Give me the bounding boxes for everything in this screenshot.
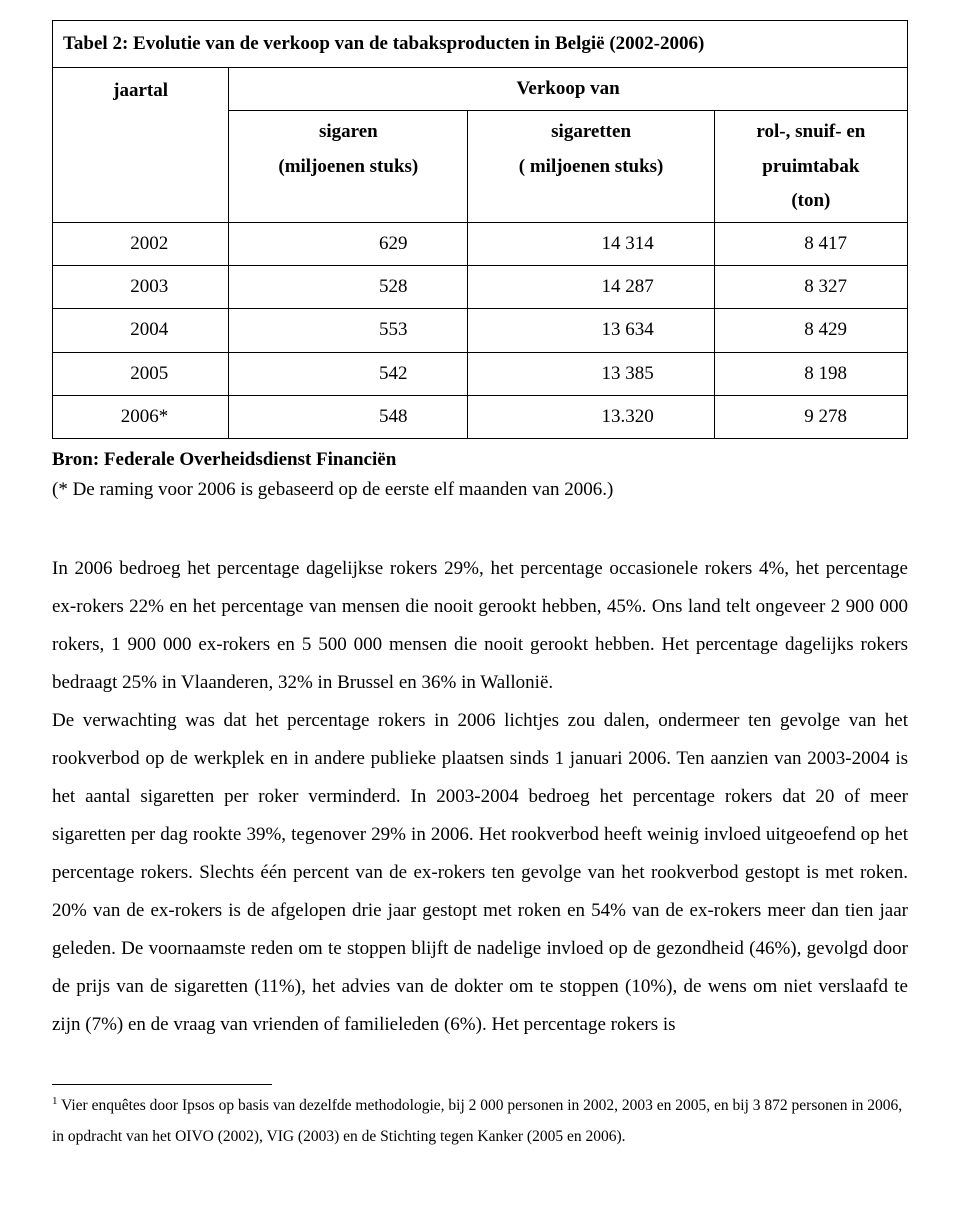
footnote-text: Vier enquêtes door Ipsos op basis van de… (52, 1097, 902, 1144)
data-table: Tabel 2: Evolutie van de verkoop van de … (52, 20, 908, 439)
body-paragraph: In 2006 bedroeg het percentage dagelijks… (52, 550, 908, 702)
table-row: 2004 553 13 634 8 429 (53, 309, 908, 352)
cell-sigaretten: 13 634 (468, 309, 714, 352)
header-sigaren-line2: (miljoenen stuks) (239, 150, 457, 184)
column-header-verkoop: Verkoop van (229, 68, 908, 111)
column-header-rol: rol-, snuif- en pruimtabak (ton) (714, 111, 907, 223)
cell-year: 2002 (53, 222, 229, 265)
header-sigaretten-line1: sigaretten (478, 115, 703, 149)
document-page: Tabel 2: Evolutie van de verkoop van de … (0, 0, 960, 1230)
footnote-rule (52, 1084, 272, 1085)
cell-sigaren: 629 (229, 222, 468, 265)
cell-rol: 8 327 (714, 266, 907, 309)
body-text: In 2006 bedroeg het percentage dagelijks… (52, 550, 908, 1044)
cell-rol: 8 198 (714, 352, 907, 395)
body-paragraph: De verwachting was dat het percentage ro… (52, 702, 908, 1044)
cell-sigaren: 553 (229, 309, 468, 352)
table-header-row-1: jaartal Verkoop van (53, 68, 908, 111)
cell-sigaren: 542 (229, 352, 468, 395)
cell-sigaren: 528 (229, 266, 468, 309)
table-row: 2005 542 13 385 8 198 (53, 352, 908, 395)
cell-year: 2004 (53, 309, 229, 352)
source-line: Bron: Federale Overheidsdienst Financiën (52, 447, 908, 473)
cell-sigaren: 548 (229, 395, 468, 438)
cell-rol: 8 417 (714, 222, 907, 265)
column-header-jaartal: jaartal (53, 68, 229, 223)
cell-sigaretten: 13 385 (468, 352, 714, 395)
cell-sigaretten: 13.320 (468, 395, 714, 438)
cell-rol: 8 429 (714, 309, 907, 352)
table-title-row: Tabel 2: Evolutie van de verkoop van de … (53, 21, 908, 68)
table-title: Tabel 2: Evolutie van de verkoop van de … (53, 21, 908, 68)
table-row: 2006* 548 13.320 9 278 (53, 395, 908, 438)
column-header-sigaren: sigaren (miljoenen stuks) (229, 111, 468, 223)
cell-year: 2006* (53, 395, 229, 438)
table-row: 2002 629 14 314 8 417 (53, 222, 908, 265)
cell-year: 2003 (53, 266, 229, 309)
cell-year: 2005 (53, 352, 229, 395)
table-row: 2003 528 14 287 8 327 (53, 266, 908, 309)
column-header-sigaretten: sigaretten ( miljoenen stuks) (468, 111, 714, 223)
footnote: 1 Vier enquêtes door Ipsos op basis van … (52, 1091, 908, 1152)
source-note: (* De raming voor 2006 is gebaseerd op d… (52, 477, 908, 503)
header-rol-line2: pruimtabak (725, 150, 897, 184)
header-rol-line1: rol-, snuif- en (725, 115, 897, 149)
header-sigaretten-line2: ( miljoenen stuks) (478, 150, 703, 184)
cell-rol: 9 278 (714, 395, 907, 438)
cell-sigaretten: 14 314 (468, 222, 714, 265)
header-sigaren-line1: sigaren (239, 115, 457, 149)
header-rol-line3: (ton) (725, 184, 897, 218)
cell-sigaretten: 14 287 (468, 266, 714, 309)
